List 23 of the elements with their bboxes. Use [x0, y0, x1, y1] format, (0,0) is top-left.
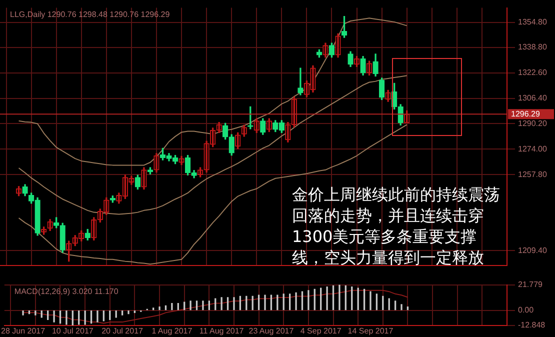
chart-title: MACD(12,26,9) 3.020 11.170	[14, 287, 119, 296]
x-tick-label: 28 Jun 2017	[0, 326, 46, 336]
x-tick-label: 4 Sep 2017	[300, 326, 342, 336]
y-tick-label: 1338.80	[518, 42, 548, 52]
y-tick-label: 1322.60	[518, 68, 548, 78]
annotation: 金价上周继续此前的持续震荡回落的走势，并且连续击穿1300美元等多条重要支撑线，空头力量得到一定释放	[292, 184, 501, 268]
y-tick-label: 1290.20	[518, 118, 548, 128]
x-tick-label: 20 Jul 2017	[102, 326, 144, 336]
x-tick-label: 11 Aug 2017	[199, 326, 244, 336]
y-tick-label: 1354.80	[518, 17, 548, 26]
y-tick-label: 0.00	[518, 306, 534, 315]
y-tick-label: -12.848	[518, 320, 546, 330]
y-tick-label: 1209.40	[518, 246, 548, 255]
x-tick-label: 10 Jul 2017	[52, 326, 94, 336]
x-tick-label: 1 Aug 2017	[152, 326, 193, 336]
x-tick-label: 23 Aug 2017	[248, 326, 294, 336]
x-tick-label: 14 Sep 2017	[348, 326, 394, 336]
chart-title: LLG,Daily 1290.76 1298.48 1290.76 1296.29	[10, 10, 170, 20]
y-tick-label: 1306.40	[518, 93, 548, 102]
y-tick-label: 1274.00	[518, 144, 548, 154]
ref-line-label: 1296.29	[511, 109, 540, 118]
y-tick-label: 21.779	[518, 280, 544, 290]
y-tick-label: 1257.80	[518, 170, 548, 179]
